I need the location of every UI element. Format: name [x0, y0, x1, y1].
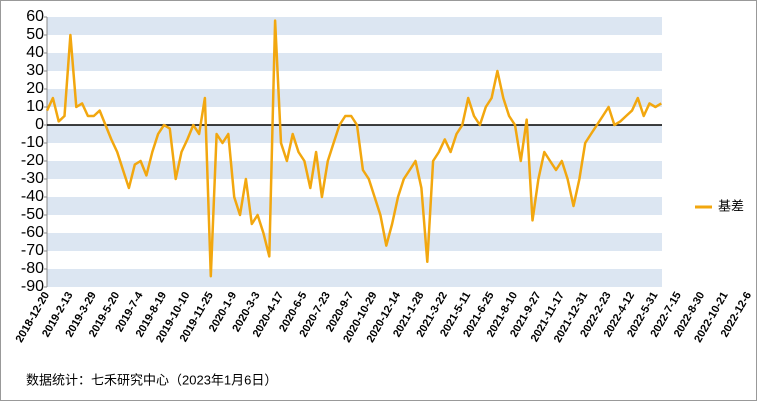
background-band — [47, 251, 662, 269]
y-tick-label: 10 — [26, 98, 44, 115]
background-band — [47, 215, 662, 233]
background-band — [47, 71, 662, 89]
y-tick-label: -40 — [21, 188, 44, 205]
background-band — [47, 143, 662, 161]
background-band — [47, 125, 662, 143]
background-band — [47, 269, 662, 287]
background-band — [47, 53, 662, 71]
y-tick-label: -90 — [21, 278, 44, 295]
y-tick-label: -80 — [21, 260, 44, 277]
background-band — [47, 197, 662, 215]
background-band — [47, 179, 662, 197]
y-tick-label: -50 — [21, 206, 44, 223]
footnote: 数据统计：七禾研究中心（2023年1月6日） — [26, 372, 277, 387]
y-tick-label: 20 — [26, 80, 44, 97]
y-tick-label: -70 — [21, 242, 44, 259]
y-tick-label: 40 — [26, 44, 44, 61]
series-line — [45, 19, 662, 278]
y-tick-label: -20 — [21, 152, 44, 169]
y-tick-label: 60 — [26, 8, 44, 25]
legend-label: 基差 — [718, 198, 744, 213]
background-band — [47, 89, 662, 107]
background-band — [47, 17, 662, 35]
y-tick-label: -60 — [21, 224, 44, 241]
y-tick-label: -10 — [21, 134, 44, 151]
background-band — [47, 35, 662, 53]
y-tick-label: 30 — [26, 62, 44, 79]
y-tick-label: 50 — [26, 26, 44, 43]
background-band — [47, 161, 662, 179]
y-tick-label: 0 — [35, 116, 44, 133]
y-tick-label: -30 — [21, 170, 44, 187]
background-band — [47, 233, 662, 251]
